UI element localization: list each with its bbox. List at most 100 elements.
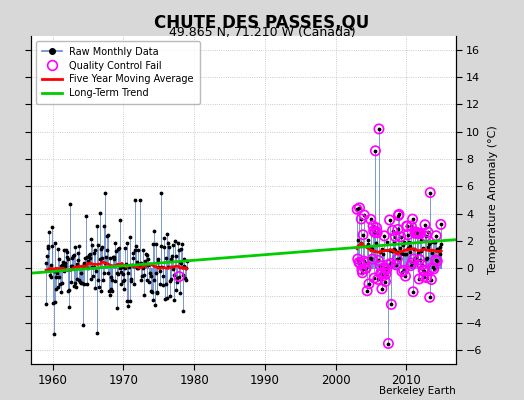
Point (134, 265, 143, 272)
Point (391, 247, 399, 254)
Point (430, 266, 438, 272)
Point (410, 256, 418, 262)
Point (374, 276, 382, 282)
Point (399, 267, 408, 274)
Point (358, 270, 367, 276)
Point (135, 261, 143, 268)
Point (94, 242, 102, 248)
Point (127, 278, 135, 284)
Point (124, 303, 132, 309)
Point (73, 276, 81, 283)
Point (133, 265, 141, 271)
Point (369, 222, 377, 229)
Text: Berkeley Earth: Berkeley Earth (379, 386, 456, 396)
Point (402, 250, 410, 257)
Point (63, 254, 71, 261)
Point (359, 232, 367, 238)
Point (130, 197, 139, 203)
Point (110, 256, 118, 262)
Point (409, 288, 417, 295)
Point (57, 288, 66, 295)
Point (386, 247, 395, 254)
Point (357, 216, 365, 222)
Point (420, 274, 428, 280)
Point (416, 230, 424, 237)
Point (361, 265, 369, 272)
Point (92, 223, 101, 229)
Point (68, 254, 76, 261)
Point (72, 284, 80, 290)
Point (92, 268, 100, 274)
Point (375, 126, 383, 132)
Point (369, 228, 378, 234)
Point (418, 245, 427, 251)
Point (427, 239, 435, 245)
Point (91, 247, 100, 254)
Point (115, 264, 124, 271)
Point (177, 260, 185, 266)
Point (174, 240, 182, 246)
Point (143, 252, 151, 258)
Point (379, 272, 388, 279)
Point (71, 244, 80, 250)
Point (388, 227, 397, 234)
Point (370, 229, 379, 236)
Point (153, 289, 161, 295)
Point (176, 259, 184, 265)
Point (362, 265, 370, 272)
Point (99, 277, 107, 283)
Point (146, 270, 155, 276)
Point (107, 274, 115, 280)
Point (384, 262, 392, 268)
Point (50, 331, 58, 337)
Point (363, 288, 372, 294)
Point (387, 301, 396, 308)
Point (358, 270, 367, 276)
Point (427, 276, 435, 283)
Point (415, 276, 423, 282)
Point (106, 286, 115, 292)
Point (416, 256, 424, 263)
Point (140, 272, 148, 278)
Point (372, 240, 380, 246)
Point (403, 223, 411, 230)
Point (158, 264, 166, 270)
Point (430, 239, 439, 245)
Point (363, 243, 371, 250)
Point (177, 246, 185, 252)
Point (122, 261, 130, 268)
Point (398, 268, 406, 275)
Point (361, 260, 369, 266)
Point (419, 267, 428, 273)
Point (355, 205, 364, 211)
Point (42, 260, 50, 266)
Point (149, 277, 158, 284)
Point (54, 256, 63, 262)
Point (101, 260, 110, 266)
Point (129, 255, 137, 261)
Point (377, 271, 386, 278)
Point (412, 230, 421, 236)
Point (148, 297, 157, 303)
Point (76, 279, 84, 285)
Point (179, 308, 187, 314)
Point (384, 340, 392, 347)
Point (181, 276, 190, 283)
Point (382, 271, 390, 277)
Point (182, 258, 191, 264)
Point (103, 233, 112, 240)
Point (375, 248, 384, 255)
Point (436, 221, 445, 228)
Point (141, 258, 149, 264)
Point (385, 217, 394, 223)
Point (59, 258, 67, 265)
Point (128, 250, 137, 256)
Point (172, 279, 181, 285)
Point (139, 247, 147, 254)
Legend: Raw Monthly Data, Quality Control Fail, Five Year Moving Average, Long-Term Tren: Raw Monthly Data, Quality Control Fail, … (36, 41, 200, 104)
Point (401, 273, 410, 279)
Point (408, 216, 417, 222)
Point (47, 274, 56, 280)
Point (104, 232, 112, 239)
Point (373, 230, 381, 236)
